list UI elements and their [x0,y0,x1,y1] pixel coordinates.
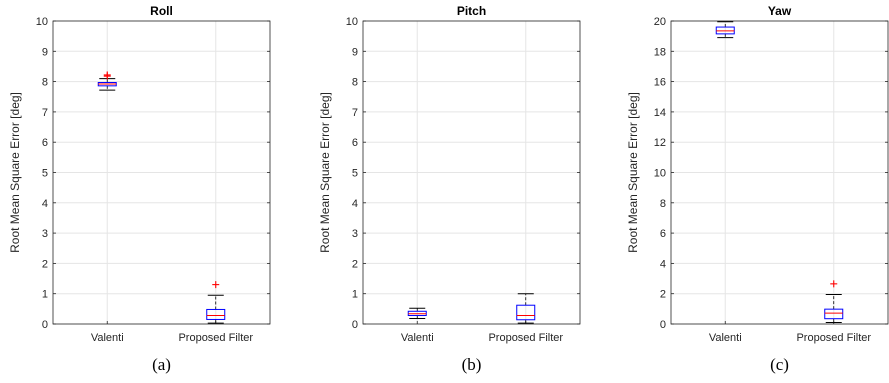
y-tick-label: 16 [654,77,666,89]
boxplot-valenti [407,307,427,320]
x-tick-label: Valenti [401,332,434,344]
y-tick-label: 6 [42,137,48,149]
x-tick-label: Proposed Filter [488,332,563,344]
x-tick-label: Valenti [91,332,124,344]
y-tick-label: 6 [660,228,666,240]
chart-panel-roll: 0 1 2 3 4 5 6 7 8 9 10 Valenti Proposed Filter Root M… [8,4,271,374]
y-tick-label: 1 [42,289,48,301]
iqr-box [824,308,844,320]
y-tick-label: 8 [660,198,666,210]
y-tick-label: 4 [660,258,666,270]
y-tick-label: 0 [352,319,358,331]
outlier-marker [830,280,838,288]
outlier-marker [212,281,220,289]
y-tick-label: 8 [352,77,358,89]
y-tick-label: 4 [352,198,358,210]
chart-title: Roll [150,4,173,18]
y-axis-label: Root Mean Square Error [deg] [318,92,332,253]
y-tick-label: 18 [654,46,666,58]
figure-caption: (b) [462,355,482,374]
chart-panel-pitch: 0 1 2 3 4 5 6 7 8 9 10 Valenti Proposed Filter Root M… [318,4,581,374]
boxplot-proposed-filter [206,281,226,324]
y-tick-label: 1 [352,289,358,301]
y-tick-label: 2 [42,258,48,270]
y-tick-label: 0 [660,319,666,331]
iqr-box [516,304,536,321]
y-tick-label: 7 [352,107,358,119]
y-tick-label: 2 [352,258,358,270]
y-tick-label: 5 [42,168,48,180]
y-tick-label: 3 [352,228,358,240]
y-tick-label: 8 [42,77,48,89]
y-tick-label: 12 [654,137,666,149]
figure-caption: (c) [770,355,789,374]
y-tick-label: 0 [42,319,48,331]
boxplot-valenti [715,21,735,39]
y-tick-label: 10 [346,16,358,28]
x-tick-label: Proposed Filter [796,332,871,344]
boxplot-proposed-filter [824,280,844,323]
y-tick-label: 10 [36,16,48,28]
chart-title: Yaw [768,4,792,18]
x-tick-label: Proposed Filter [178,332,253,344]
y-axis-label: Root Mean Square Error [deg] [8,92,22,253]
y-tick-label: 5 [352,168,358,180]
y-tick-label: 10 [654,168,666,180]
boxplot-proposed-filter [516,293,536,324]
x-tick-label: Valenti [709,332,742,344]
outlier-marker [103,71,111,79]
iqr-box [206,308,226,320]
y-tick-label: 3 [42,228,48,240]
y-tick-label: 14 [654,107,666,119]
y-tick-label: 7 [42,107,48,119]
figure-caption: (a) [152,355,171,374]
y-axis-label: Root Mean Square Error [deg] [626,92,640,253]
y-tick-label: 9 [42,46,48,58]
chart-title: Pitch [457,4,486,18]
y-tick-label: 2 [660,289,666,301]
boxplot-valenti [97,71,117,91]
y-tick-label: 6 [352,137,358,149]
y-tick-label: 4 [42,198,48,210]
chart-panel-yaw: 0 2 4 6 8 10 12 14 16 18 20 Valenti Proposed Filter R… [626,4,889,374]
y-tick-label: 20 [654,16,666,28]
y-tick-label: 9 [352,46,358,58]
